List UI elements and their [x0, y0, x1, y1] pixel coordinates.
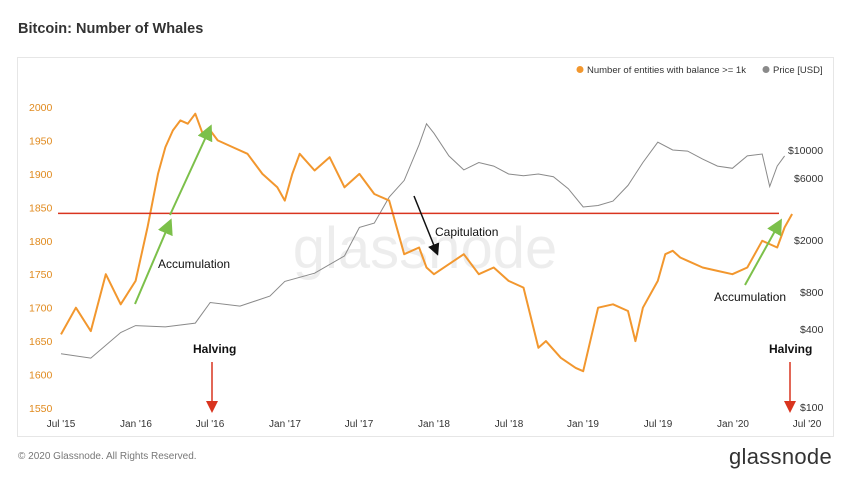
x-tick: Jul '18: [495, 419, 524, 430]
x-tick: Jan '18: [418, 419, 450, 430]
y-right-tick: $6000: [794, 173, 823, 185]
y-right-tick: $10000: [788, 145, 823, 157]
x-tick: Jul '15: [47, 419, 76, 430]
price-series-line: [60, 122, 786, 359]
legend-label-whales: Number of entities with balance >= 1k: [587, 65, 746, 76]
annotation-halving-1: Halving: [193, 342, 236, 356]
y-left-tick: 2000: [29, 102, 53, 114]
annotation-halving-2: Halving: [769, 342, 812, 356]
x-tick: Jul '20: [793, 419, 822, 430]
x-tick: Jan '19: [567, 419, 599, 430]
chart-title: Bitcoin: Number of Whales: [18, 21, 204, 37]
capitulation-arrow: [413, 195, 440, 256]
watermark-text: glassnode: [293, 216, 557, 281]
x-axis: Jul '15 Jan '16 Jul '16 Jan '17 Jul '17 …: [47, 419, 822, 430]
y-left-tick: 1800: [29, 236, 53, 248]
y-left-tick: 1650: [29, 336, 53, 348]
y-axis-left: 1550 1600 1650 1700 1750 1800 1850 1900 …: [29, 102, 53, 415]
y-axis-right: $100 $400 $800 $2000 $6000 $10000: [788, 145, 824, 414]
y-left-tick: 1850: [29, 202, 53, 214]
annotation-capitulation: Capitulation: [435, 225, 498, 239]
y-left-tick: 1900: [29, 169, 53, 181]
x-tick: Jan '16: [120, 419, 152, 430]
y-left-tick: 1550: [29, 403, 53, 415]
y-left-tick: 1950: [29, 135, 53, 147]
x-tick: Jul '16: [196, 419, 225, 430]
annotation-accumulation-2: Accumulation: [714, 290, 786, 304]
chart-frame: [17, 57, 834, 437]
x-tick: Jan '17: [269, 419, 301, 430]
x-tick: Jul '19: [644, 419, 673, 430]
y-left-tick: 1750: [29, 269, 53, 281]
accumulation-arrow-2: [169, 124, 213, 216]
brand-logo: glassnode: [729, 444, 832, 469]
x-tick: Jan '20: [717, 419, 749, 430]
accumulation-arrow-1: [134, 218, 173, 305]
annotation-accumulation-1: Accumulation: [158, 257, 230, 271]
legend-marker-price: [762, 66, 770, 73]
y-right-tick: $400: [800, 324, 824, 336]
copyright-text: © 2020 Glassnode. All Rights Reserved.: [18, 451, 197, 462]
y-left-tick: 1600: [29, 370, 53, 382]
whales-series-line: [60, 112, 793, 373]
y-left-tick: 1700: [29, 303, 53, 315]
y-right-tick: $100: [800, 402, 824, 414]
legend-marker-whales: [576, 66, 584, 73]
y-right-tick: $2000: [794, 235, 823, 247]
legend-label-price: Price [USD]: [773, 65, 823, 76]
y-right-tick: $800: [800, 287, 824, 299]
x-tick: Jul '17: [345, 419, 374, 430]
accumulation-arrow-3: [744, 218, 782, 286]
legend: Number of entities with balance >= 1k Pr…: [576, 65, 823, 76]
